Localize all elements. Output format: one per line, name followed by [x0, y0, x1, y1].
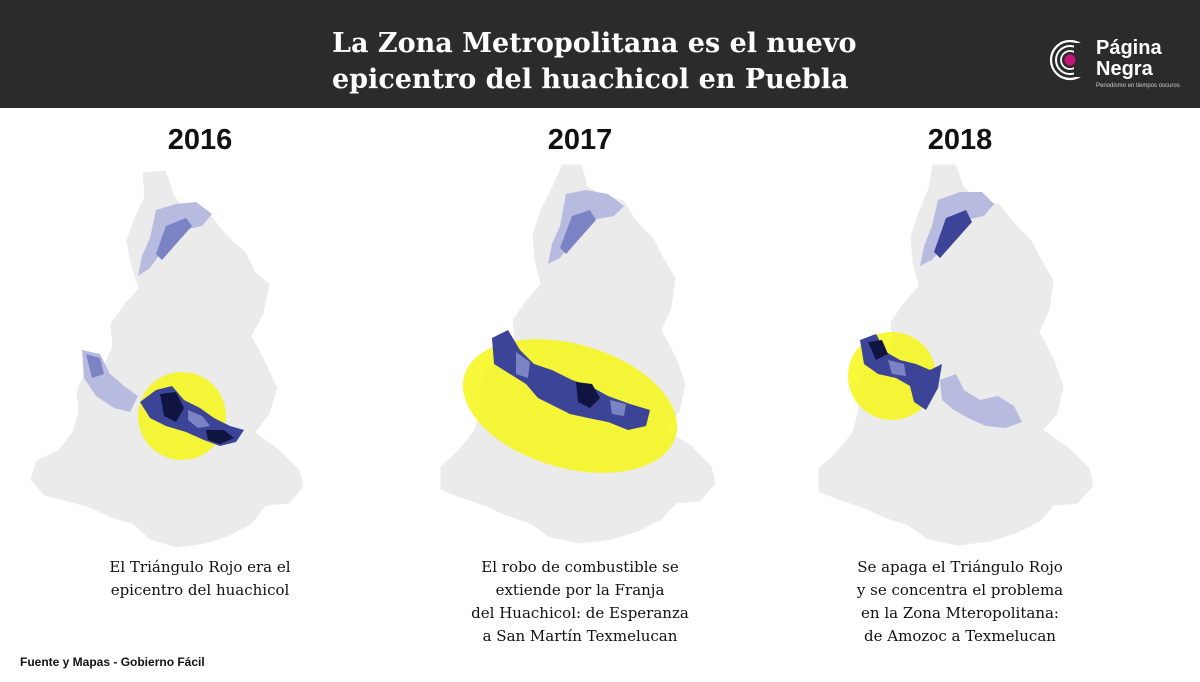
title-line-1: La Zona Metropolitana es el nuevo: [332, 28, 857, 59]
panel-caption: Se apaga el Triángulo Rojo y se concentr…: [780, 556, 1140, 648]
title-line-2: epicentro del huachicol en Puebla: [332, 64, 849, 95]
caption-line: epicentro del huachicol: [110, 581, 290, 599]
puebla-state-shape: [817, 164, 1095, 547]
logo-ring-icon: [1049, 39, 1091, 81]
puebla-map: [817, 164, 1095, 547]
panel-caption: El robo de combustible se extiende por l…: [400, 556, 760, 648]
caption-line: extiende por la Franja: [495, 581, 665, 599]
source-credit: Fuente y Mapas - Gobierno Fácil: [20, 655, 205, 669]
north-strip-light: [138, 202, 212, 276]
logo-name-line-1: Página: [1096, 37, 1162, 59]
north-strip-medium: [560, 210, 596, 254]
year-label: 2016: [167, 124, 233, 156]
header-bar: La Zona Metropolitana es el nuevo epicen…: [0, 0, 1200, 108]
franja-region-dark: [492, 330, 650, 430]
caption-line: en la Zona Mteropolitana:: [861, 604, 1059, 622]
caption-line: a San Martín Texmelucan: [482, 627, 678, 645]
panel-2018: 2018 Se apaga el Triángulo Rojo y se con…: [760, 108, 1160, 668]
puebla-state-shape: [29, 169, 305, 549]
triangle-region-medium: [188, 410, 210, 428]
metro-region-darkest: [868, 340, 888, 360]
logo-name-line-2: Negra: [1096, 58, 1153, 80]
east-region-light: [940, 374, 1022, 428]
caption-line: El robo de combustible se: [481, 558, 679, 576]
west-region-medium: [86, 354, 104, 378]
logo-name: Página Negra: [1096, 38, 1162, 80]
caption-line: El Triángulo Rojo era el: [109, 558, 291, 576]
puebla-map: [29, 169, 305, 549]
panel-2017: 2017 El robo de combustible se extiende …: [380, 108, 780, 668]
franja-region-darkest: [576, 382, 600, 408]
pagina-negra-logo: Página Negra Periodismo en tiempos oscur…: [1048, 38, 1180, 94]
year-label: 2017: [547, 124, 613, 156]
caption-line: de Amozoc a Texmelucan: [864, 627, 1056, 645]
logo-tagline: Periodismo en tiempos oscuros: [1096, 83, 1180, 89]
triangle-region-darkest: [160, 392, 234, 444]
metro-region-medium: [888, 360, 906, 376]
caption-line: del Huachicol: de Esperanza: [471, 604, 689, 622]
caption-line: y se concentra el problema: [856, 581, 1064, 599]
north-strip-medium: [156, 218, 192, 260]
panel-2016: 2016 El Triángulo Rojo era el epicentro …: [0, 108, 400, 668]
page-title: La Zona Metropolitana es el nuevo epicen…: [300, 26, 900, 98]
year-label: 2018: [927, 124, 993, 156]
caption-line: Se apaga el Triángulo Rojo: [857, 558, 1063, 576]
puebla-map: [439, 164, 717, 545]
north-strip-dark: [934, 210, 972, 258]
franja-region-medium: [516, 352, 626, 416]
panel-caption: El Triángulo Rojo era el epicentro del h…: [20, 556, 380, 602]
